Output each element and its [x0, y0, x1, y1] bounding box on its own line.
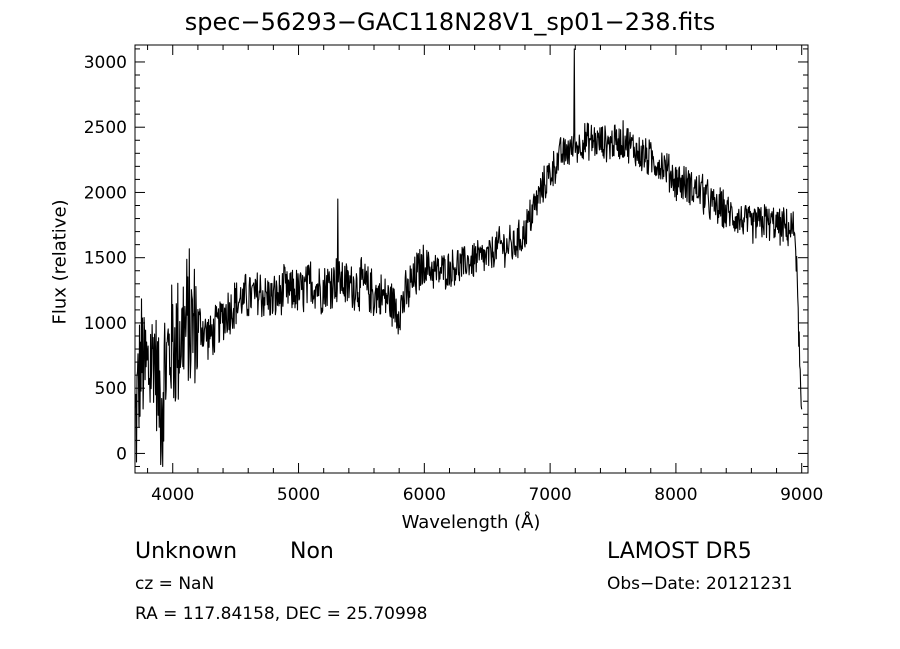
x-axis: 4000 5000 6000 7000 8000 9000 — [147, 45, 823, 505]
x-tick-label: 5000 — [277, 485, 320, 505]
series-layer — [134, 48, 803, 468]
x-tick-label: 9000 — [780, 485, 823, 505]
y-tick-label: 3000 — [84, 53, 127, 73]
x-axis-label: Wavelength (Å) — [401, 512, 541, 533]
chart-title: spec−56293−GAC118N28V1_sp01−238.fits — [184, 8, 716, 36]
x-tick-label: 6000 — [403, 485, 446, 505]
y-tick-label: 0 — [116, 444, 127, 464]
y-axis-label: Flux (relative) — [49, 199, 71, 325]
survey-name: LAMOST DR5 — [607, 539, 752, 564]
y-tick-label: 2500 — [84, 118, 127, 138]
y-axis: 0 500 1000 1500 2000 2500 3000 — [84, 48, 808, 467]
y-tick-label: 2000 — [84, 183, 127, 203]
plot-frame — [134, 44, 809, 474]
object-subclass: Non — [290, 539, 334, 564]
y-tick-label: 500 — [95, 379, 127, 399]
coordinates-readout: RA = 117.84158, DEC = 25.70998 — [135, 604, 428, 624]
observation-date: Obs−Date: 20121231 — [607, 574, 793, 594]
y-tick-label: 1500 — [84, 249, 127, 269]
redshift-readout: cz = NaN — [135, 574, 215, 594]
x-tick-label: 8000 — [654, 485, 697, 505]
spectrum-line — [134, 48, 803, 468]
x-tick-label: 7000 — [528, 485, 571, 505]
y-tick-label: 1000 — [84, 314, 127, 334]
plot-border — [134, 44, 809, 474]
object-class: Unknown — [135, 539, 238, 564]
x-tick-label: 4000 — [151, 485, 194, 505]
